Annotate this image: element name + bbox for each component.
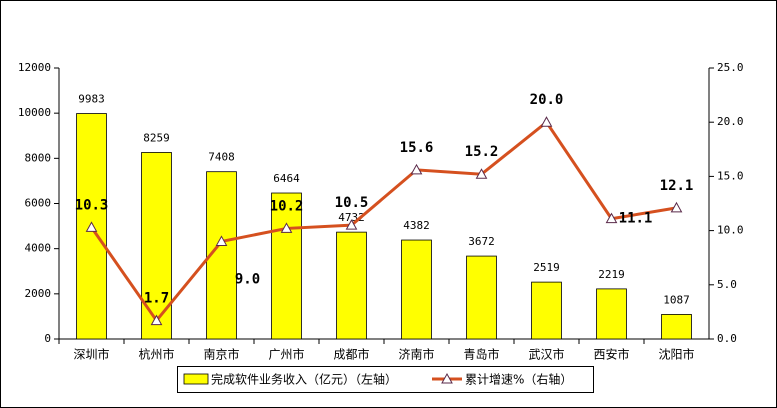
line-marker	[150, 314, 163, 326]
x-tick-label: 武汉市	[528, 347, 564, 362]
line-marker	[410, 163, 423, 175]
line-marker	[605, 212, 618, 224]
legend-swatch	[183, 373, 209, 385]
x-tick-label: 杭州市	[138, 347, 174, 362]
y-tick-label: 8000	[25, 151, 52, 164]
bar-value-label: 9983	[78, 93, 105, 106]
bar-value-label: 2519	[533, 261, 560, 274]
line-value-label: 12.1	[660, 178, 694, 194]
x-tick-label: 南京市	[203, 347, 239, 362]
line-value-label: 15.6	[400, 140, 434, 156]
line-marker	[540, 116, 553, 127]
legend-box	[177, 366, 594, 393]
bar	[466, 255, 497, 340]
line-marker	[670, 201, 683, 213]
line-value-label: 20.0	[530, 92, 564, 108]
line-marker	[345, 219, 358, 230]
x-tick-label: 广州市	[268, 347, 304, 362]
y-tick-label: 2000	[25, 287, 52, 300]
y-tick-label: 4000	[25, 242, 52, 255]
bar-value-label: 8259	[143, 131, 170, 144]
line-marker	[85, 221, 98, 232]
bar	[401, 239, 432, 340]
bar	[76, 113, 107, 340]
bar-value-label: 1087	[663, 293, 690, 306]
line	[90, 120, 677, 324]
bar-value-label: 4382	[403, 219, 430, 232]
y2-tick-label: 5.0	[717, 278, 737, 291]
bar	[596, 288, 627, 340]
line-value-label: 1.7	[144, 291, 169, 307]
line-value-label: 10.5	[335, 195, 369, 211]
legend-label: 累计增速%（右轴）	[465, 372, 572, 387]
bar	[141, 152, 172, 340]
line-value-label: 11.1	[619, 211, 653, 227]
line-value-label: 10.3	[75, 197, 109, 213]
y2-tick-label: 15.0	[717, 169, 744, 182]
legend-label: 完成软件业务收入（亿元）（左轴）	[211, 372, 397, 387]
y-tick-label: 6000	[25, 197, 52, 210]
bar	[336, 231, 367, 340]
bar	[531, 281, 562, 340]
line-marker	[280, 222, 293, 233]
bar-value-label: 3672	[468, 235, 495, 248]
x-tick-label: 西安市	[593, 347, 629, 362]
line-marker	[475, 168, 488, 179]
bar-value-label: 7408	[208, 151, 235, 164]
line-value-label: 10.2	[270, 198, 304, 214]
y2-tick-label: 0.0	[717, 332, 737, 345]
y-tick-label: 0	[44, 332, 51, 345]
x-tick-label: 成都市	[333, 347, 369, 362]
y2-tick-label: 25.0	[717, 61, 744, 74]
line-value-label: 15.2	[465, 144, 499, 160]
y-tick-label: 12000	[18, 61, 51, 74]
bar	[206, 171, 237, 340]
bar	[661, 314, 692, 340]
line-marker	[215, 235, 228, 246]
line-value-label: 9.0	[235, 271, 260, 287]
y2-tick-label: 10.0	[717, 224, 744, 237]
bar	[271, 192, 302, 340]
x-tick-label: 沈阳市	[658, 347, 694, 362]
x-tick-label: 青岛市	[463, 347, 499, 362]
y-tick-label: 10000	[18, 106, 51, 119]
x-tick-label: 深圳市	[73, 347, 109, 362]
bar-value-label: 2219	[598, 268, 625, 281]
bar-value-label: 6464	[273, 172, 300, 185]
x-tick-label: 济南市	[398, 347, 434, 362]
legend-marker	[441, 372, 453, 384]
y2-tick-label: 20.0	[717, 115, 744, 128]
